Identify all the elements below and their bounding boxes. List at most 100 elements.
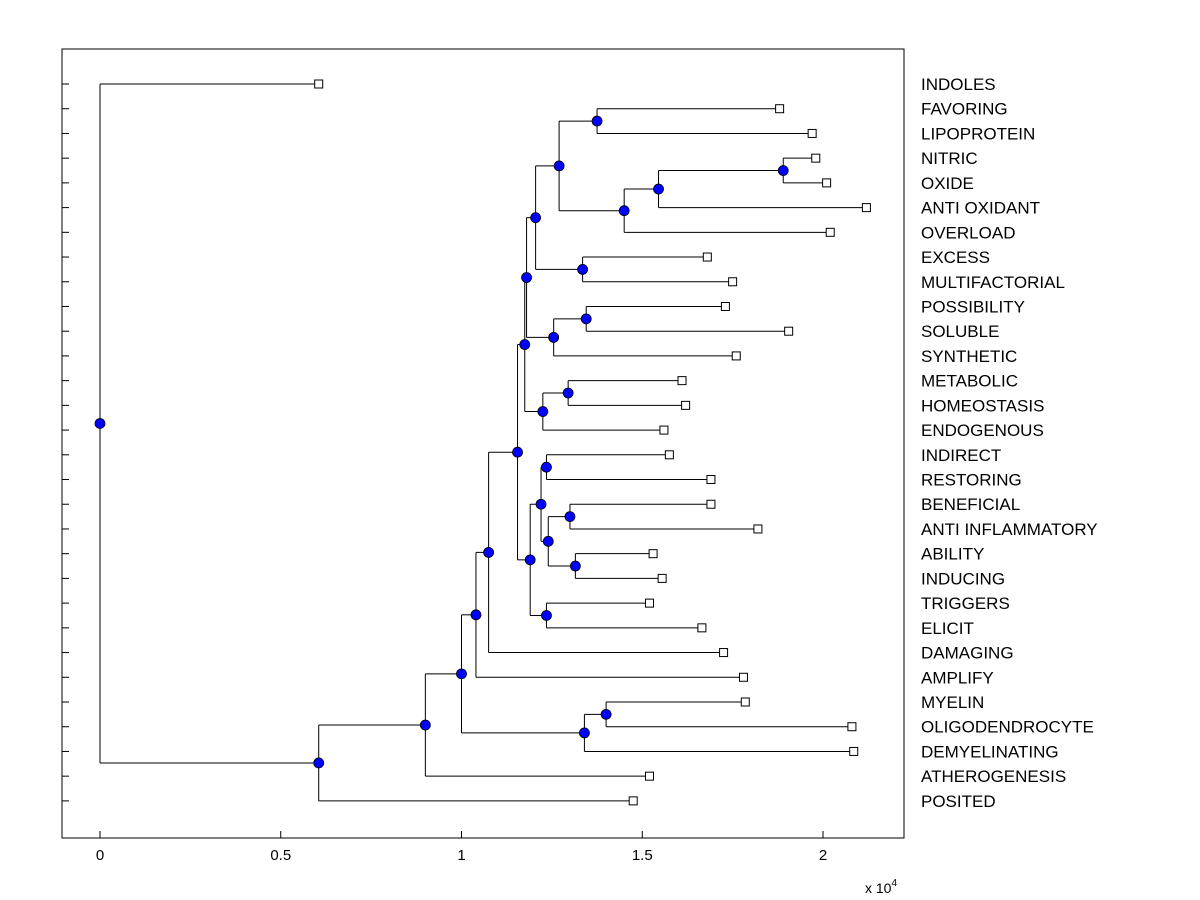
leaf-marker xyxy=(644,771,654,781)
leaf-marker xyxy=(706,499,716,509)
x-ticks: 0 0.5 1 1.5 2 xyxy=(96,831,827,864)
x-tick-label: 2 xyxy=(819,847,827,864)
leaf-label: DAMAGING xyxy=(921,644,1014,663)
leaf-marker xyxy=(628,796,638,806)
leaf-label: SOLUBLE xyxy=(921,322,999,341)
leaf-marker xyxy=(681,400,691,410)
merge-node-e xyxy=(553,160,565,172)
leaf-marker xyxy=(702,252,712,262)
leaf-label: ANTI OXIDANT xyxy=(921,199,1040,218)
merge-node-b xyxy=(777,165,789,176)
leaf-label: ENDOGENOUS xyxy=(921,421,1044,440)
leaf-label: TRIGGERS xyxy=(921,594,1010,613)
merge-node-m xyxy=(519,339,531,350)
leaf-label: ELICIT xyxy=(921,619,974,638)
merge-node-d xyxy=(618,205,630,217)
leaf-marker xyxy=(807,128,817,138)
merge-node-k xyxy=(562,387,574,399)
merge-node-j xyxy=(521,272,532,283)
merge-node-aa xyxy=(419,719,431,731)
leaf-marker xyxy=(825,227,835,237)
merge-node-y xyxy=(579,727,590,739)
merge-node-w xyxy=(470,609,482,621)
x-tick-label: 1.5 xyxy=(632,847,653,864)
leaf-label: ABILITY xyxy=(921,545,984,564)
leaf-label: INDUCING xyxy=(921,569,1005,588)
leaf-label: HOMEOSTASIS xyxy=(921,396,1044,415)
leaf-marker xyxy=(720,301,730,311)
leaf-label: EXCESS xyxy=(921,248,990,267)
merge-node-u xyxy=(512,446,523,458)
plot-frame xyxy=(61,48,905,839)
leaf-label: FAVORING xyxy=(921,100,1008,119)
leaf-label: METABOLIC xyxy=(921,372,1018,391)
leaf-marker xyxy=(719,648,729,658)
merge-node-root xyxy=(94,418,106,429)
leaf-marker xyxy=(648,549,658,559)
merge-node-q xyxy=(542,535,554,547)
leaf-marker xyxy=(657,573,667,583)
merge-node-l xyxy=(537,406,549,417)
merge-node-s xyxy=(541,610,552,621)
leaf-marker xyxy=(811,153,821,163)
x-tick-label: 1 xyxy=(457,847,465,864)
y-ticks xyxy=(62,83,69,802)
leaf-marker xyxy=(861,203,871,213)
leaf-label: MYELIN xyxy=(921,693,984,712)
leaf-marker xyxy=(706,475,716,485)
merge-node-p xyxy=(569,560,581,572)
leaf-marker xyxy=(738,672,748,682)
leaf-marker xyxy=(784,326,794,336)
merge-node-i xyxy=(548,331,560,343)
leaf-label: DEMYELINATING xyxy=(921,742,1059,761)
leaf-label: BENEFICIAL xyxy=(921,495,1020,514)
leaf-label: INDOLES xyxy=(921,75,996,94)
leaf-label: ATHEROGENESIS xyxy=(921,767,1066,786)
leaf-label: OLIGODENDROCYTE xyxy=(921,718,1094,737)
leaf-marker xyxy=(314,79,324,89)
leaf-label: INDIRECT xyxy=(921,446,1001,465)
leaf-label: RESTORING xyxy=(921,471,1022,490)
merge-node-a xyxy=(591,115,603,127)
leaf-markers xyxy=(314,79,871,806)
merge-node-f xyxy=(577,263,589,275)
leaf-label: MULTIFACTORIAL xyxy=(921,273,1065,292)
merge-nodes xyxy=(94,115,789,769)
merge-node-o xyxy=(564,511,576,522)
leaf-marker xyxy=(740,697,750,707)
merge-node-z xyxy=(456,668,467,680)
leaf-marker xyxy=(775,104,785,114)
leaf-label: POSSIBILITY xyxy=(921,297,1025,316)
leaf-marker xyxy=(731,351,741,361)
leaf-label: OXIDE xyxy=(921,174,974,193)
x-multiplier-exponent: 4 xyxy=(891,878,897,889)
leaf-marker xyxy=(753,524,763,534)
x-tick-label: 0.5 xyxy=(270,847,291,864)
leaf-label: NITRIC xyxy=(921,149,978,168)
leaf-marker xyxy=(728,277,738,287)
leaf-label: SYNTHETIC xyxy=(921,347,1017,366)
x-tick-label: 0 xyxy=(96,847,104,864)
merge-node-r xyxy=(535,498,547,510)
merge-node-c xyxy=(653,183,664,195)
merge-node-g xyxy=(530,212,542,224)
leaf-label: LIPOPROTEIN xyxy=(921,124,1035,143)
merge-node-bb xyxy=(313,757,325,769)
x-axis-multiplier: x 104 xyxy=(865,878,897,896)
leaf-label: ANTI INFLAMMATORY xyxy=(921,520,1098,539)
merge-node-t xyxy=(524,554,536,566)
branches xyxy=(99,83,867,802)
leaf-marker xyxy=(677,376,687,386)
leaf-marker xyxy=(664,450,674,460)
merge-node-h xyxy=(580,313,592,325)
leaf-marker xyxy=(697,623,707,633)
x-multiplier-base: x 10 xyxy=(865,880,892,896)
leaf-marker xyxy=(659,425,669,435)
merge-node-n xyxy=(541,461,552,473)
leaf-label: OVERLOAD xyxy=(921,223,1015,242)
leaf-marker xyxy=(849,746,859,756)
merge-node-x xyxy=(600,708,612,720)
leaf-labels: INDOLES FAVORING LIPOPROTEIN NITRIC OXIDE ANT… xyxy=(921,75,1098,811)
leaf-label: POSITED xyxy=(921,792,996,811)
